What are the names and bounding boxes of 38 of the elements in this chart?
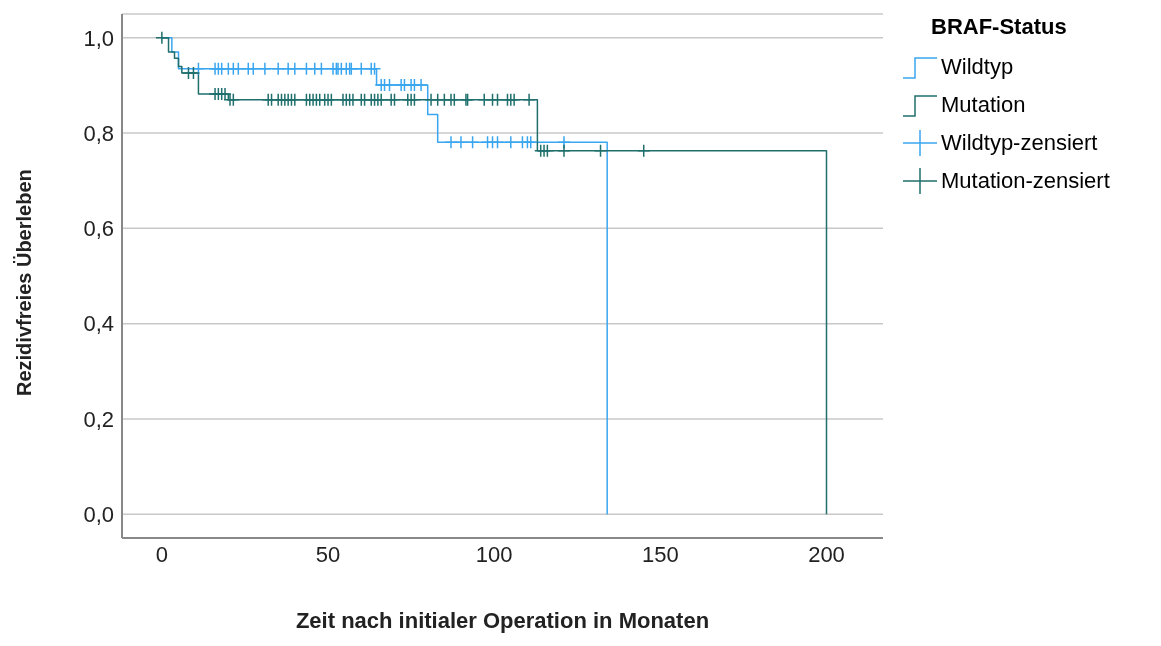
y-axis-title: Rezidivfreies Überleben <box>13 169 36 396</box>
y-tick-label: 0,4 <box>83 311 114 337</box>
point <box>593 143 608 158</box>
point <box>191 62 206 76</box>
point <box>155 31 169 45</box>
x-tick-label: 200 <box>808 541 845 567</box>
point <box>454 135 468 149</box>
point <box>636 143 651 158</box>
point <box>444 135 458 149</box>
point <box>522 93 536 107</box>
y-tick-label: 0,8 <box>83 120 114 146</box>
point <box>314 62 329 76</box>
point <box>504 135 518 149</box>
point <box>271 62 285 76</box>
legend-label: Mutation-zensiert <box>941 168 1110 194</box>
point <box>557 143 571 158</box>
legend-label: Mutation <box>941 92 1026 118</box>
y-tick-label: 0,6 <box>83 216 114 242</box>
point <box>524 135 538 149</box>
x-tick-label: 150 <box>641 541 679 567</box>
y-tick-label: 0,0 <box>83 501 114 527</box>
legend-label: Wildtyp <box>941 54 1014 80</box>
point <box>387 93 402 107</box>
point <box>367 62 382 76</box>
legend-title: BRAF-Status <box>931 14 1068 40</box>
y-tick-label: 1,0 <box>83 25 114 51</box>
point <box>288 93 302 107</box>
point <box>447 93 462 107</box>
point <box>246 62 261 76</box>
y-tick-label: 0,2 <box>83 406 114 432</box>
x-tick-label: 100 <box>475 541 513 567</box>
point <box>288 62 302 76</box>
x-tick-label: 50 <box>315 541 341 567</box>
x-tick-label: 0 <box>155 541 168 567</box>
x-axis-title: Zeit nach initialer Operation in Monaten <box>295 608 710 633</box>
point <box>258 62 272 76</box>
legend-label: Wildtyp-zensiert <box>941 130 1098 156</box>
point <box>465 135 480 149</box>
